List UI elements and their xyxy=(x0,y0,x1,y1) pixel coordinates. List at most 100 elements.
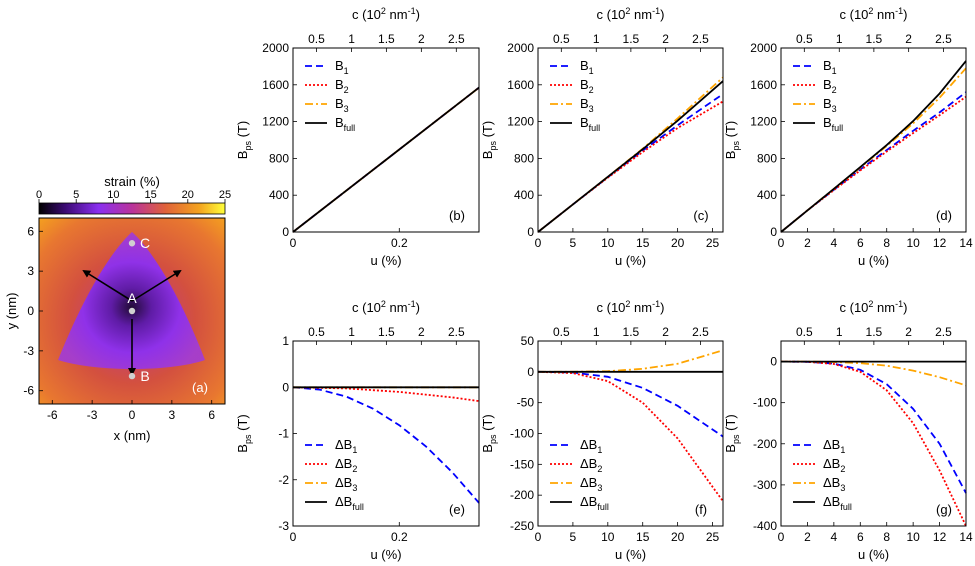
top-axis-label: c (102 nm-1) xyxy=(597,299,665,315)
y-axis-label-part: B xyxy=(480,151,495,160)
top-axis-label-part: nm xyxy=(873,7,895,22)
x-tick-label: -3 xyxy=(87,408,98,422)
top-axis-label-sup: -1 xyxy=(895,299,903,309)
panel-label: (g) xyxy=(936,502,952,517)
y-axis-label-part: (T) xyxy=(723,414,738,434)
top-axis-label-part: c (10 xyxy=(840,300,869,315)
y-tick-label: 0 xyxy=(770,225,777,239)
y-axis-label-sub: ps xyxy=(243,434,253,444)
top-tick-label: 2.5 xyxy=(935,325,952,339)
top-axis-label-sup: 2 xyxy=(625,6,630,16)
legend-name: B xyxy=(580,58,589,73)
colorbar-tick-label: 25 xyxy=(219,189,231,201)
y-tick-label: -50 xyxy=(517,396,535,410)
legend-name: B xyxy=(335,58,344,73)
series-line xyxy=(537,370,724,438)
legend-name: ΔB xyxy=(823,456,840,471)
legend-name: B xyxy=(580,115,589,130)
y-tick-label: -150 xyxy=(510,457,534,471)
y-axis-label-sub: ps xyxy=(243,141,253,151)
series-line xyxy=(537,370,724,502)
y-axis-label-part: (T) xyxy=(235,121,250,141)
y-axis-label: Bps (T) xyxy=(235,121,253,159)
x-tick-label: 14 xyxy=(959,530,973,544)
x-tick-label: 0 xyxy=(535,530,542,544)
x-axis-label: u (%) xyxy=(615,253,646,268)
x-tick-label: 12 xyxy=(933,530,947,544)
x-tick-label: 0 xyxy=(290,236,297,250)
top-tick-label: 0.5 xyxy=(796,325,813,339)
y-axis-label-part: B xyxy=(480,444,495,453)
x-tick-label: 0 xyxy=(129,408,136,422)
top-axis-label: c (102 nm-1) xyxy=(840,299,908,315)
y-tick-label: 3 xyxy=(27,264,34,278)
panel-label: (f) xyxy=(695,502,707,517)
x-tick-label: 0.2 xyxy=(391,236,408,250)
strain-arrow xyxy=(131,269,182,302)
x-tick-label: 6 xyxy=(857,236,864,250)
y-axis-label-part: (T) xyxy=(480,121,495,141)
legend-entry: ΔB2 xyxy=(823,456,845,474)
legend-name: ΔB xyxy=(580,437,597,452)
x-tick-label: 6 xyxy=(857,530,864,544)
legend-entry: ΔB3 xyxy=(580,475,602,493)
plot-frame xyxy=(292,340,480,527)
x-tick-label: 10 xyxy=(906,236,920,250)
map-point-label: C xyxy=(140,235,150,251)
colorbar-tick-label: 0 xyxy=(36,189,42,201)
x-tick-label: 6 xyxy=(208,408,215,422)
map-point-label: B xyxy=(140,368,149,384)
y-tick-label: 0 xyxy=(527,225,534,239)
x-tick-label: 10 xyxy=(601,530,615,544)
x-axis-label: u (%) xyxy=(615,547,646,562)
top-axis-label-sup: 2 xyxy=(868,6,873,16)
legend-sub: 3 xyxy=(597,483,602,493)
legend-name: B xyxy=(823,96,832,111)
legend-name: B xyxy=(823,115,832,130)
top-axis-label-part: ) xyxy=(416,300,420,315)
panel-f: 0 5 10 15 20 25 -250 -200 -150 -100 -50 0 50 0.5 1 1.5 2… xyxy=(480,299,724,562)
legend-name: ΔB xyxy=(335,437,352,452)
top-axis-label-sup: 2 xyxy=(381,299,386,309)
y-axis-label: Bps (T) xyxy=(480,414,498,452)
x-axis-label: u (%) xyxy=(370,547,401,562)
y-tick-label: 400 xyxy=(757,188,777,202)
legend-sub: 3 xyxy=(589,104,594,114)
colorbar-title: strain (%) xyxy=(104,174,160,189)
y-tick-label: 1200 xyxy=(262,115,289,129)
legend-entry: ΔB2 xyxy=(335,456,357,474)
top-tick-label: 0.5 xyxy=(308,32,325,46)
y-tick-label: 0 xyxy=(282,225,289,239)
y-tick-label: -100 xyxy=(753,396,777,410)
x-tick-label: 0 xyxy=(290,530,297,544)
legend-entry: Bfull xyxy=(823,115,843,133)
legend-sub: 2 xyxy=(352,464,357,474)
y-axis-label: Bps (T) xyxy=(480,121,498,159)
series-line xyxy=(780,96,967,233)
top-axis-label-part: ) xyxy=(660,7,664,22)
top-axis-label-sup: -1 xyxy=(895,6,903,16)
x-tick-label: 15 xyxy=(636,530,650,544)
top-tick-label: 2 xyxy=(662,32,669,46)
legend-name: B xyxy=(580,77,589,92)
y-tick-label: 2000 xyxy=(507,41,534,55)
y-tick-label: 800 xyxy=(514,151,534,165)
legend-name: ΔB xyxy=(823,437,840,452)
legend-entry: ΔBfull xyxy=(823,494,852,512)
legend-sub: full xyxy=(344,123,356,133)
map-point-label: A xyxy=(127,290,137,306)
top-tick-label: 0.5 xyxy=(553,32,570,46)
legend-name: ΔB xyxy=(823,475,840,490)
legend-entry: ΔBfull xyxy=(580,494,609,512)
top-axis-label-part: c (10 xyxy=(597,300,626,315)
x-tick-label: 25 xyxy=(706,236,720,250)
top-axis-label-part: nm xyxy=(873,300,895,315)
x-tick-label: 14 xyxy=(959,236,973,250)
y-tick-label: -250 xyxy=(510,519,534,533)
series-line xyxy=(292,386,480,402)
y-tick-label: -400 xyxy=(753,519,777,533)
y-axis-label-sub: ps xyxy=(488,434,498,444)
